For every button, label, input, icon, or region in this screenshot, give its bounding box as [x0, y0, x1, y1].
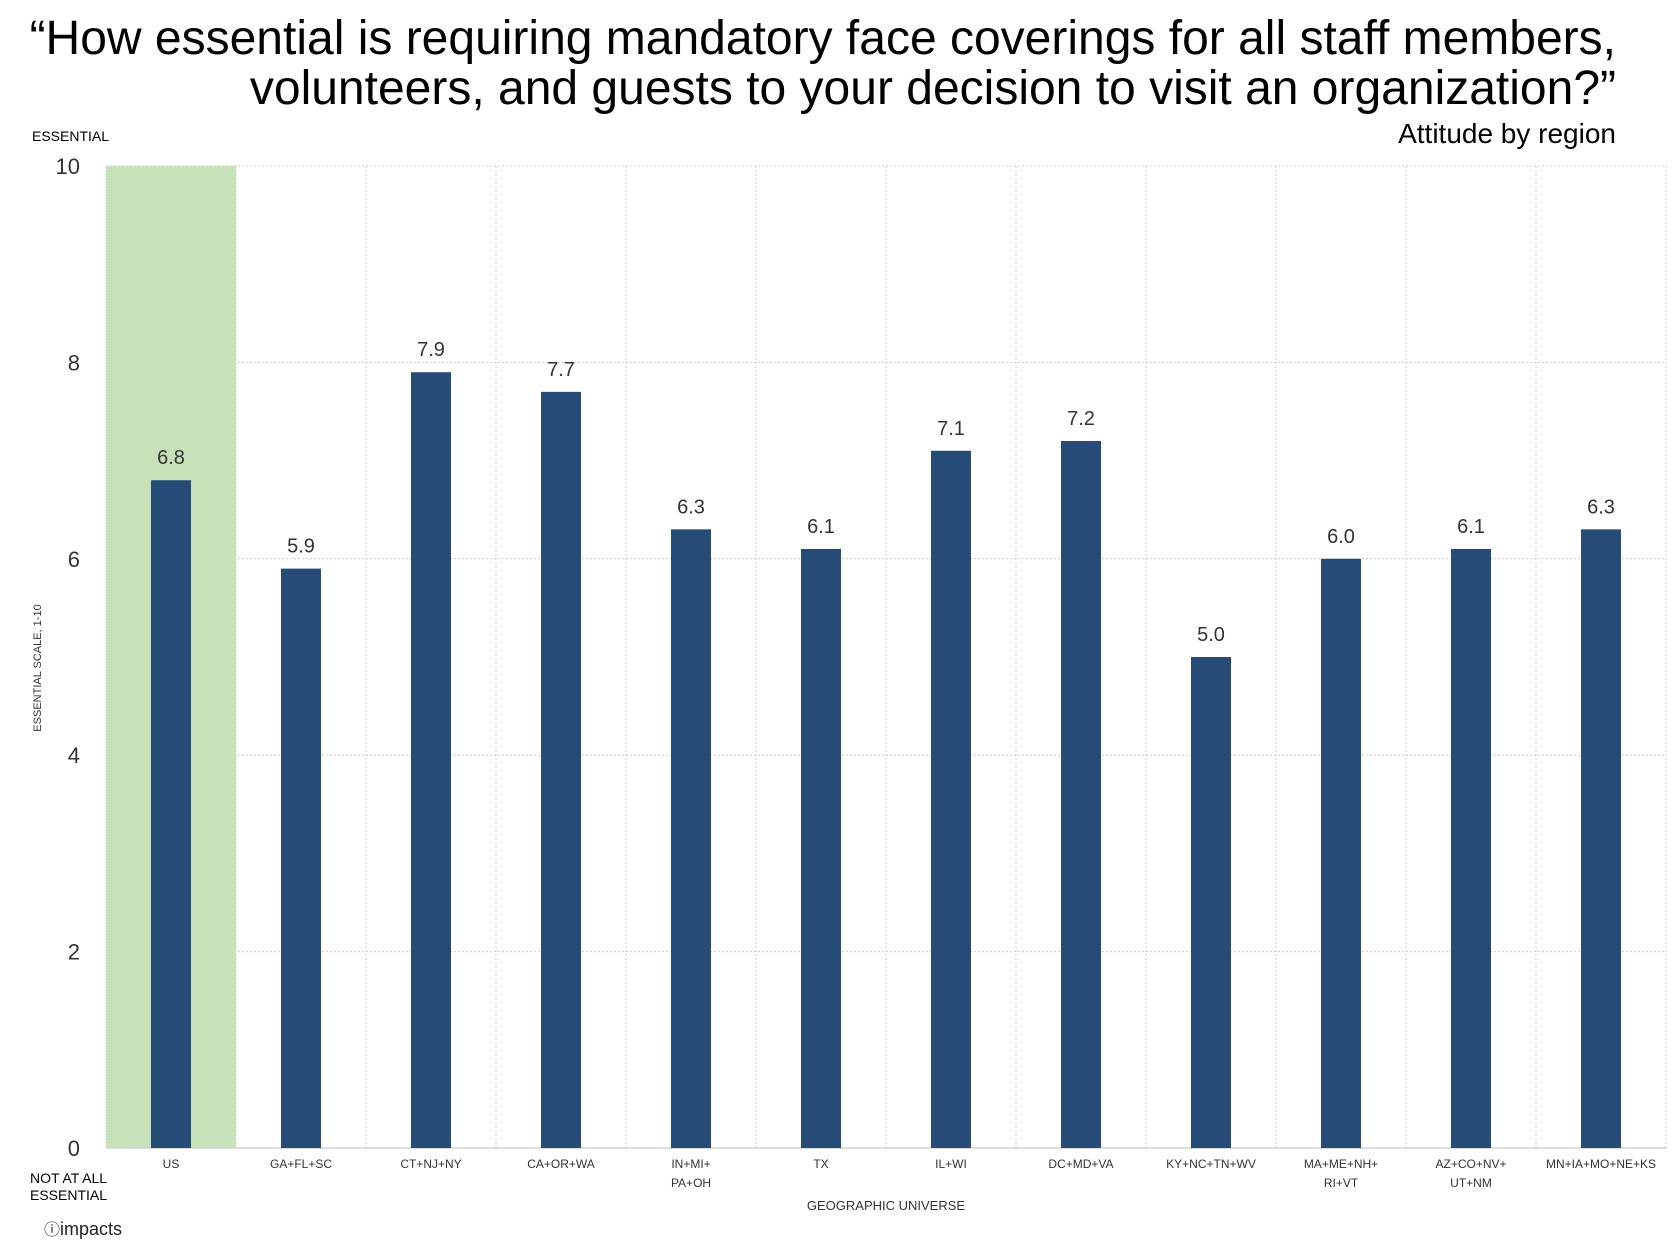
- bar-value-label: 7.1: [937, 418, 965, 440]
- bar-value-label: 5.9: [287, 536, 315, 558]
- x-axis-label: GEOGRAPHIC UNIVERSE: [807, 1198, 966, 1213]
- bar-value-label: 6.1: [807, 516, 835, 538]
- x-tick-label: PA+OH: [671, 1176, 711, 1190]
- y-tick-label: 6: [68, 547, 80, 572]
- bar: [1581, 529, 1621, 1148]
- x-tick-label: GA+FL+SC: [270, 1157, 332, 1171]
- bar-value-label: 6.8: [157, 447, 185, 469]
- bar-value-label: 5.0: [1197, 624, 1225, 646]
- x-tick-label: US: [163, 1157, 180, 1171]
- bar: [281, 568, 321, 1148]
- x-categories: US GA+FL+SC CT+NJ+NY CA+OR+WA IN+MI+ PA+OH TX I…: [163, 1157, 1656, 1190]
- y-tick-label: 10: [56, 154, 80, 179]
- value-labels: 6.8 5.9 7.9 7.7 6.3 6.1 7.1 7.2 5.0 6.0 6.1 6.3: [157, 339, 1615, 646]
- bar-value-label: 6.3: [1587, 496, 1615, 518]
- chart-title: “How essential is requiring mandatory fa…: [29, 12, 1616, 115]
- gridlines: [105, 165, 1667, 1149]
- y-tick-label: 2: [68, 940, 80, 965]
- bar-value-label: 7.7: [547, 359, 575, 381]
- bar: [151, 480, 191, 1148]
- x-tick-label: DC+MD+VA: [1048, 1157, 1113, 1171]
- bar-value-label: 7.9: [417, 339, 445, 361]
- y-ticks: 0 2 4 6 8 10: [56, 154, 80, 1161]
- bar: [801, 548, 841, 1148]
- x-tick-label: IN+MI+: [671, 1157, 710, 1171]
- impacts-logo: ⓘimpacts: [44, 1216, 122, 1240]
- x-tick-label: UT+NM: [1450, 1176, 1492, 1190]
- bar: [931, 450, 971, 1148]
- y-bottom-anchor-label: NOT AT ALL ESSENTIAL: [30, 1170, 108, 1203]
- bar-value-label: 6.1: [1457, 516, 1485, 538]
- bar: [541, 391, 581, 1148]
- x-tick-label: RI+VT: [1324, 1176, 1359, 1190]
- x-tick-label: KY+NC+TN+WV: [1166, 1157, 1256, 1171]
- logo-text: impacts: [60, 1219, 123, 1239]
- x-tick-label: CT+NJ+NY: [400, 1157, 461, 1171]
- y-tick-label: 0: [68, 1136, 80, 1161]
- x-tick-label: CA+OR+WA: [527, 1157, 595, 1171]
- chart-subtitle: Attitude by region: [1398, 118, 1616, 149]
- y-top-anchor-label: ESSENTIAL: [32, 128, 110, 144]
- bar-value-label: 6.0: [1327, 526, 1355, 548]
- bar: [1451, 548, 1491, 1148]
- x-tick-label: AZ+CO+NV+: [1435, 1157, 1506, 1171]
- y-tick-label: 8: [68, 350, 80, 375]
- bar: [1321, 558, 1361, 1148]
- bar: [1191, 657, 1231, 1148]
- y-tick-label: 4: [68, 743, 80, 768]
- x-tick-label: MN+IA+MO+NE+KS: [1546, 1157, 1656, 1171]
- x-tick-label: MA+ME+NH+: [1304, 1157, 1378, 1171]
- bar-value-label: 6.3: [677, 496, 705, 518]
- x-tick-label: TX: [813, 1157, 828, 1171]
- bars: [151, 372, 1621, 1149]
- bar: [411, 372, 451, 1149]
- bar: [671, 529, 711, 1148]
- bar-value-label: 7.2: [1067, 408, 1095, 430]
- logo-mark-icon: ⓘ: [44, 1222, 61, 1239]
- bar: [1061, 440, 1101, 1149]
- x-tick-label: IL+WI: [935, 1157, 967, 1171]
